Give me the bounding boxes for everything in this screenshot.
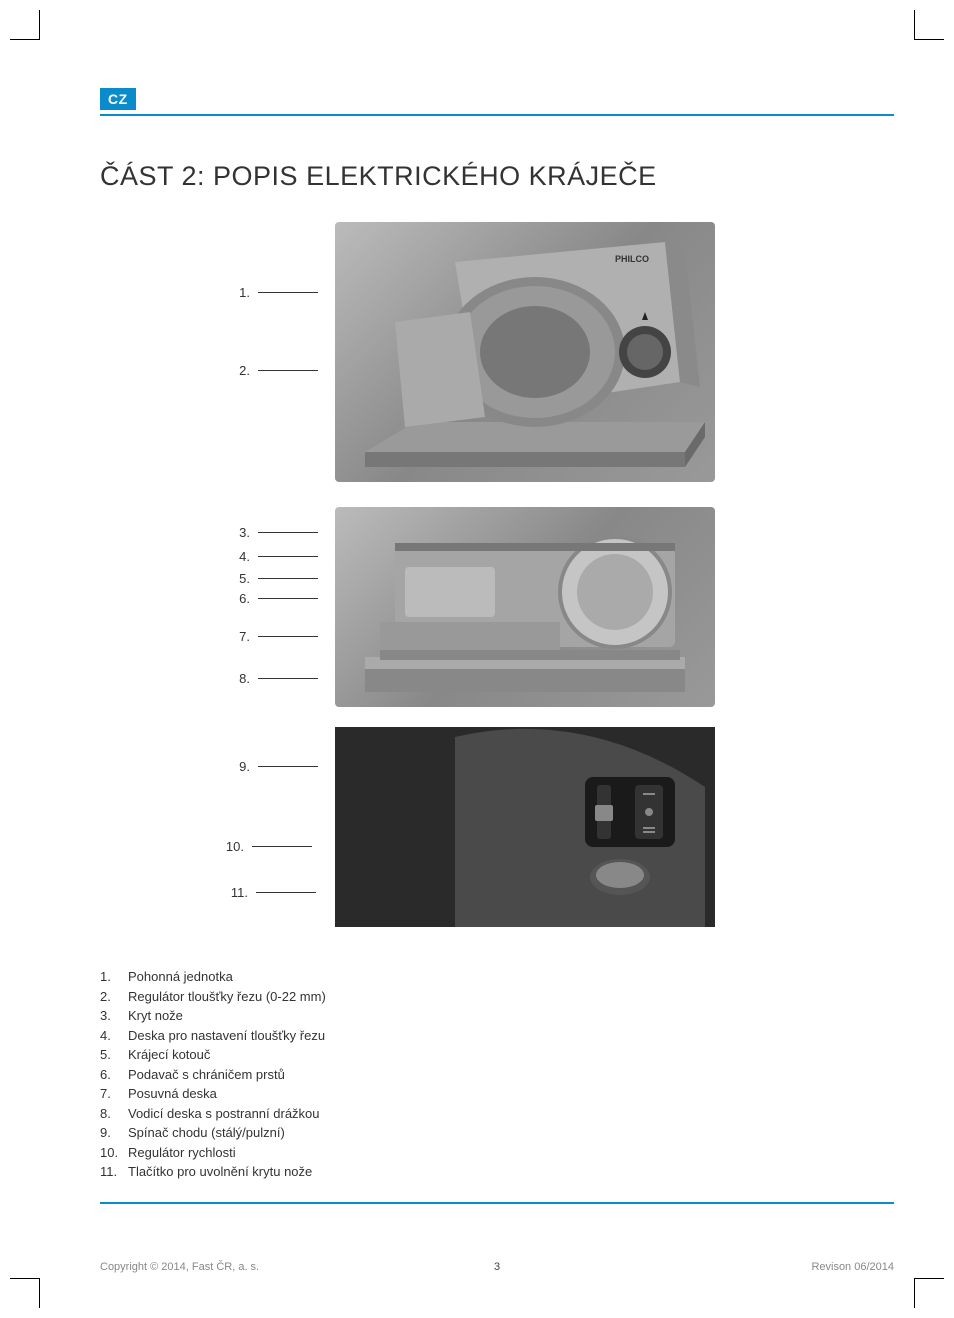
section-title: ČÁST 2: POPIS ELEKTRICKÉHO KRÁJEČE [100, 161, 894, 192]
callout-3-label: 3. [230, 525, 250, 540]
crop-mark-bl [10, 1278, 40, 1308]
legend-num: 3. [100, 1006, 128, 1026]
legend-item: 8.Vodicí deska s postranní drážkou [100, 1104, 894, 1124]
callout-7-label: 7. [230, 629, 250, 644]
footer-copyright: Copyright © 2014, Fast ČR, a. s. [100, 1261, 259, 1273]
legend-item: 4.Deska pro nastavení tloušťky řezu [100, 1026, 894, 1046]
legend-num: 9. [100, 1123, 128, 1143]
callout-5-label: 5. [230, 571, 250, 586]
figure-slicer-perspective: PHILCO [335, 222, 715, 482]
page-container: CZ ČÁST 2: POPIS ELEKTRICKÉHO KRÁJEČE [45, 40, 894, 1273]
legend-num: 7. [100, 1084, 128, 1104]
legend-item: 11.Tlačítko pro uvolnění krytu nože [100, 1162, 894, 1182]
legend-text: Krájecí kotouč [128, 1045, 210, 1065]
callout-5: 5. [230, 570, 318, 586]
legend-item: 7.Posuvná deska [100, 1084, 894, 1104]
legend-item: 3.Kryt nože [100, 1006, 894, 1026]
legend-item: 1.Pohonná jednotka [100, 967, 894, 987]
legend-item: 5.Krájecí kotouč [100, 1045, 894, 1065]
slicer-side-svg [335, 507, 715, 707]
controls-svg [335, 727, 715, 927]
legend-num: 8. [100, 1104, 128, 1124]
legend-num: 2. [100, 987, 128, 1007]
language-badge: CZ [100, 88, 136, 110]
crop-mark-tr [914, 10, 944, 40]
legend-text: Pohonná jednotka [128, 967, 233, 987]
callout-3: 3. [230, 524, 318, 540]
callout-7: 7. [230, 628, 318, 644]
brand-text: PHILCO [615, 254, 649, 264]
slicer-perspective-svg: PHILCO [335, 222, 715, 482]
legend-num: 11. [100, 1162, 128, 1182]
callout-10-label: 10. [224, 839, 244, 854]
page-footer: Copyright © 2014, Fast ČR, a. s. 3 Revis… [100, 1231, 894, 1273]
callout-2-label: 2. [230, 363, 250, 378]
legend-text: Tlačítko pro uvolnění krytu nože [128, 1162, 312, 1182]
legend-num: 1. [100, 967, 128, 987]
callout-1: 1. [230, 284, 318, 300]
legend-num: 5. [100, 1045, 128, 1065]
callout-11: 11. [228, 884, 316, 900]
callout-11-label: 11. [228, 885, 248, 900]
callout-4: 4. [230, 548, 318, 564]
legend-text: Kryt nože [128, 1006, 183, 1026]
legend-text: Regulátor tloušťky řezu (0-22 mm) [128, 987, 326, 1007]
crop-mark-br [914, 1278, 944, 1308]
callout-2: 2. [230, 362, 318, 378]
legend-item: 2.Regulátor tloušťky řezu (0-22 mm) [100, 987, 894, 1007]
legend-text: Regulátor rychlosti [128, 1143, 236, 1163]
callout-1-label: 1. [230, 285, 250, 300]
legend-text: Podavač s chráničem prstů [128, 1065, 285, 1085]
legend-list: 1.Pohonná jednotka 2.Regulátor tloušťky … [100, 967, 894, 1182]
legend-text: Spínač chodu (stálý/pulzní) [128, 1123, 285, 1143]
callout-8-label: 8. [230, 671, 250, 686]
top-divider [100, 114, 894, 116]
callout-9: 9. [230, 758, 318, 774]
legend-num: 4. [100, 1026, 128, 1046]
footer-page-number: 3 [494, 1261, 500, 1273]
legend-num: 10. [100, 1143, 128, 1163]
callout-6: 6. [230, 590, 318, 606]
legend-item: 10.Regulátor rychlosti [100, 1143, 894, 1163]
callout-4-label: 4. [230, 549, 250, 564]
footer-revision: Revison 06/2014 [811, 1261, 894, 1273]
legend-text: Vodicí deska s postranní drážkou [128, 1104, 320, 1124]
bottom-divider [100, 1202, 894, 1204]
crop-mark-tl [10, 10, 40, 40]
legend-text: Deska pro nastavení tloušťky řezu [128, 1026, 325, 1046]
figure-slicer-side [335, 507, 715, 707]
callout-9-label: 9. [230, 759, 250, 774]
callout-8: 8. [230, 670, 318, 686]
figure-controls-closeup [335, 727, 715, 927]
legend-num: 6. [100, 1065, 128, 1085]
legend-item: 9.Spínač chodu (stálý/pulzní) [100, 1123, 894, 1143]
callout-6-label: 6. [230, 591, 250, 606]
callout-10: 10. [224, 838, 312, 854]
legend-text: Posuvná deska [128, 1084, 217, 1104]
diagram-area: PHILCO [100, 222, 894, 942]
legend-item: 6.Podavač s chráničem prstů [100, 1065, 894, 1085]
